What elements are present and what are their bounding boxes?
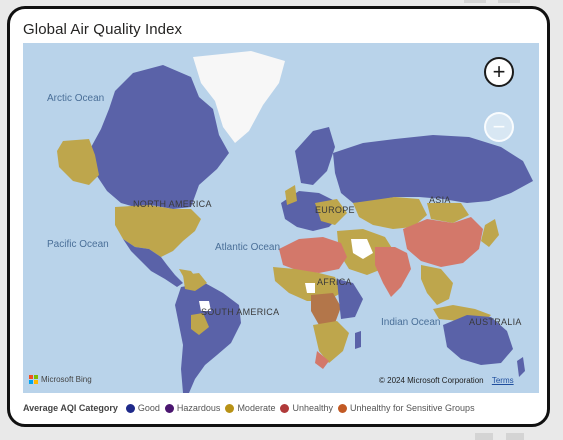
map-legend: Average AQI Category Good Hazardous Mode…: [23, 403, 480, 413]
zoom-in-button[interactable]: +: [484, 57, 514, 87]
legend-label-unhealthy-sensitive: Unhealthy for Sensitive Groups: [350, 403, 475, 413]
scroll-stub-bottom-2: [506, 433, 524, 440]
label-arctic-ocean: Arctic Ocean: [47, 93, 104, 104]
region-south-america-nodata[interactable]: [199, 301, 211, 311]
legend-label-unhealthy: Unhealthy: [292, 403, 333, 413]
legend-item-good[interactable]: Good: [125, 403, 160, 413]
region-india[interactable]: [375, 247, 411, 297]
region-arabia-nodata[interactable]: [351, 239, 373, 259]
legend-dot-unhealthy-sensitive: [338, 403, 347, 413]
region-central-europe[interactable]: [315, 199, 347, 225]
legend-label-good: Good: [137, 403, 160, 413]
legend-dot-good: [125, 403, 135, 413]
scroll-stub-top: [464, 0, 486, 3]
region-uk[interactable]: [285, 185, 297, 205]
legend-dot-hazardous: [164, 403, 174, 413]
region-africa-nodata[interactable]: [305, 283, 315, 293]
region-central-south-america[interactable]: [191, 313, 209, 335]
region-northern-south-america[interactable]: [183, 273, 207, 291]
region-mongolia[interactable]: [427, 203, 469, 223]
region-south-africa[interactable]: [315, 351, 329, 369]
legend-item-hazardous[interactable]: Hazardous: [164, 403, 221, 413]
region-madagascar[interactable]: [355, 331, 361, 349]
legend-item-moderate[interactable]: Moderate: [225, 403, 275, 413]
region-scandinavia[interactable]: [295, 127, 335, 185]
region-central-africa[interactable]: [311, 293, 341, 325]
region-new-zealand[interactable]: [517, 357, 525, 377]
microsoft-logo-icon: [29, 375, 38, 384]
terms-link[interactable]: Terms: [491, 376, 514, 385]
world-map[interactable]: Arctic Ocean Pacific Ocean Atlantic Ocea…: [23, 43, 539, 393]
region-china[interactable]: [403, 217, 483, 267]
copyright-text: © 2024 Microsoft Corporation: [379, 376, 484, 385]
bing-attribution: Microsoft Bing: [29, 375, 92, 384]
region-canada[interactable]: [89, 65, 229, 209]
label-australia: AUSTRALIA: [469, 317, 522, 327]
map-visual-card: Global Air Quality Index: [7, 6, 550, 427]
label-pacific-ocean: Pacific Ocean: [47, 239, 109, 250]
region-south-america[interactable]: [175, 283, 241, 393]
region-central-asia[interactable]: [353, 197, 427, 229]
region-north-africa[interactable]: [279, 237, 347, 273]
scroll-stub-top-2: [498, 0, 520, 3]
region-alaska[interactable]: [57, 139, 99, 185]
region-southern-africa[interactable]: [313, 321, 349, 363]
label-indian-ocean: Indian Ocean: [381, 317, 441, 328]
legend-label-hazardous: Hazardous: [176, 403, 221, 413]
region-mexico[interactable]: [123, 239, 183, 287]
plus-icon: +: [492, 59, 506, 84]
region-usa[interactable]: [115, 205, 201, 257]
label-north-america: NORTH AMERICA: [133, 199, 212, 209]
legend-label-moderate: Moderate: [237, 403, 276, 413]
label-africa: AFRICA: [317, 277, 352, 287]
region-east-africa[interactable]: [337, 279, 363, 319]
label-europe: EUROPE: [315, 205, 355, 215]
region-greenland[interactable]: [193, 51, 285, 143]
map-copyright: © 2024 Microsoft Corporation Terms: [379, 376, 514, 385]
zoom-out-button[interactable]: −: [484, 112, 514, 142]
label-atlantic-ocean: Atlantic Ocean: [215, 242, 280, 253]
legend-item-unhealthy[interactable]: Unhealthy: [280, 403, 333, 413]
legend-dot-unhealthy: [280, 403, 290, 413]
legend-item-unhealthy-sensitive[interactable]: Unhealthy for Sensitive Groups: [338, 403, 475, 413]
legend-dot-moderate: [225, 403, 235, 413]
region-australia[interactable]: [443, 315, 513, 365]
label-asia: ASIA: [429, 195, 451, 205]
scroll-stub-bottom: [475, 433, 493, 440]
label-south-america: SOUTH AMERICA: [201, 307, 279, 317]
region-russia[interactable]: [333, 135, 533, 203]
map-canvas[interactable]: Arctic Ocean Pacific Ocean Atlantic Ocea…: [23, 43, 539, 393]
region-southeast-asia[interactable]: [421, 265, 453, 305]
bing-brand-text: Microsoft Bing: [41, 375, 92, 384]
minus-icon: −: [492, 114, 506, 139]
visual-title: Global Air Quality Index: [23, 21, 183, 38]
legend-title: Average AQI Category: [23, 403, 118, 413]
region-japan[interactable]: [481, 219, 499, 247]
